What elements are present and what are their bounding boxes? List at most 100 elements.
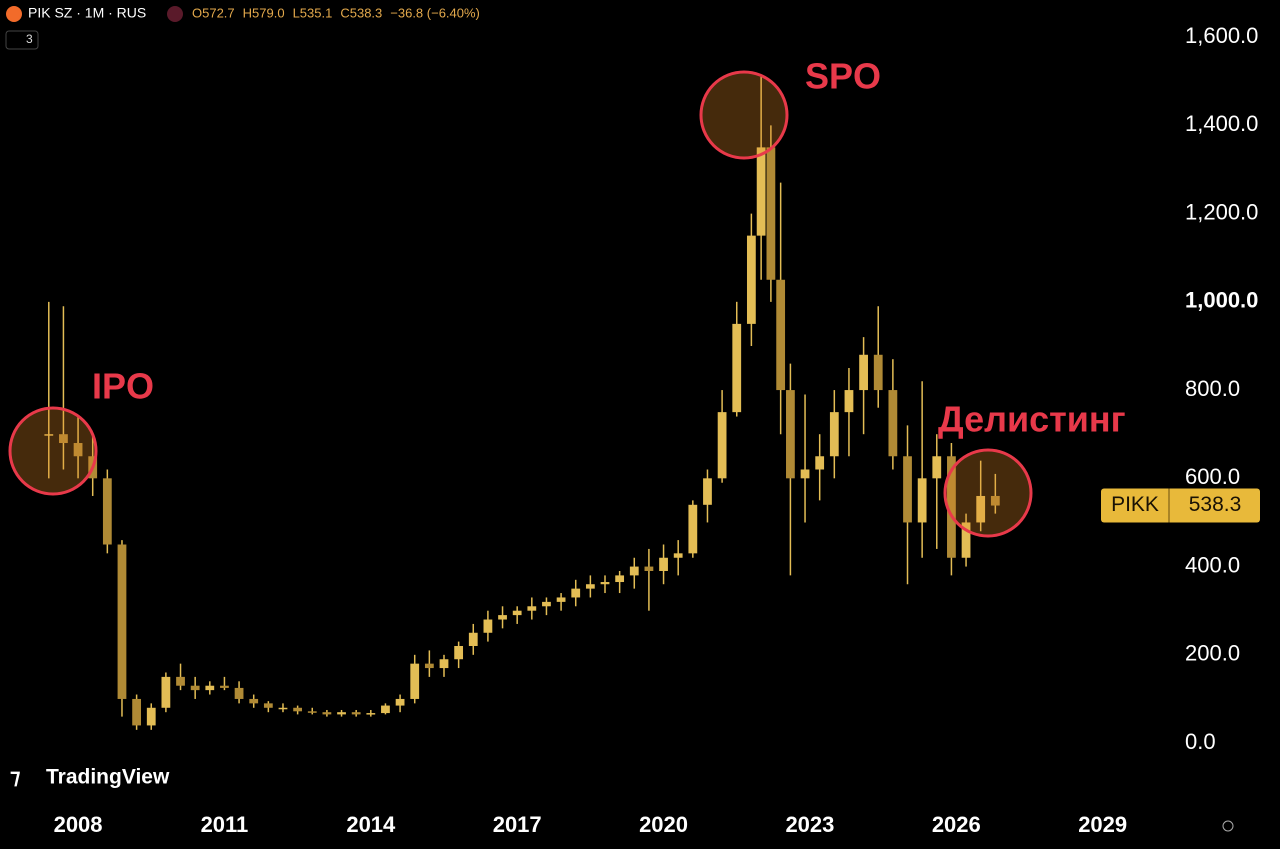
candle-body: [483, 619, 493, 633]
annotation: SPO: [805, 56, 881, 97]
y-tick-label: 1,400.0: [1185, 111, 1258, 136]
ohlc-value: −36.8 (−6.40%): [390, 5, 480, 20]
x-tick-label: 2014: [346, 812, 396, 837]
candle-body: [410, 663, 420, 699]
price-tag-symbol: PIKK: [1111, 493, 1159, 516]
candle-body: [278, 707, 288, 710]
candle-body: [585, 584, 595, 589]
candle-body: [205, 685, 215, 691]
candle-body: [249, 698, 259, 704]
candle-body: [395, 698, 405, 706]
candle-body: [512, 610, 522, 616]
x-tick-label: 2017: [493, 812, 542, 837]
candle-body: [439, 659, 449, 669]
candle-body: [947, 456, 956, 558]
candle-body: [263, 703, 273, 708]
ohlc-value: L535.1: [293, 5, 333, 20]
candle-body: [293, 707, 303, 712]
y-tick-label: 0.0: [1185, 729, 1216, 754]
symbol-icon: [6, 6, 22, 22]
x-tick-label: 2020: [639, 812, 688, 837]
candle-body: [644, 566, 654, 571]
y-tick-label: 800.0: [1185, 376, 1240, 401]
annotation-circle: [699, 70, 789, 160]
annotation: IPO: [92, 366, 154, 407]
y-tick-label: 1,000.0: [1185, 288, 1258, 313]
candle-body: [932, 456, 942, 479]
candle-body: [351, 712, 361, 715]
candle-body: [746, 235, 756, 324]
indicator-icon: [167, 6, 183, 22]
candle-body: [688, 504, 698, 554]
candle-body: [102, 478, 112, 545]
candle-body: [527, 606, 537, 611]
annotation-circle: [8, 406, 98, 496]
ohlc-value: C538.3: [340, 5, 382, 20]
candle-body: [468, 632, 478, 647]
x-tick-label: 2023: [785, 812, 834, 837]
y-tick-label: 600.0: [1185, 464, 1240, 489]
candle-body: [498, 615, 507, 620]
candle-body: [73, 443, 83, 457]
candle-body: [424, 663, 434, 669]
y-tick-label: 400.0: [1185, 552, 1240, 577]
annotation: Делистинг: [938, 399, 1126, 440]
ohlc-value: H579.0: [243, 5, 285, 20]
candle-body: [629, 566, 639, 576]
x-tick-label: 2029: [1078, 812, 1127, 837]
price-tag-value: 538.3: [1189, 493, 1242, 516]
candle-body: [44, 434, 54, 436]
watermark-logo: ⁊: [10, 766, 20, 789]
price-tag: [1101, 488, 1260, 523]
candle-body: [337, 712, 346, 715]
candle-body: [59, 434, 68, 444]
candle-body: [786, 390, 795, 479]
candle-body: [161, 676, 171, 708]
candle-body: [571, 588, 581, 598]
candle-body: [322, 712, 332, 715]
candle-body: [815, 456, 825, 470]
candle-body: [766, 147, 776, 280]
settings-icon[interactable]: [1222, 820, 1234, 832]
candle-body: [800, 469, 810, 479]
candle-body: [615, 575, 625, 583]
candle-body: [732, 323, 742, 413]
candle-body: [903, 456, 912, 523]
candle-body: [454, 646, 464, 660]
candle-body: [117, 544, 127, 699]
candle-body: [829, 412, 839, 457]
candle-body: [556, 597, 566, 602]
candle-body: [703, 478, 712, 505]
candle-body: [976, 495, 986, 523]
candle-body: [659, 557, 668, 571]
candle-body: [717, 412, 727, 479]
candle-body: [132, 698, 142, 726]
y-tick-label: 200.0: [1185, 641, 1240, 666]
candle-body: [873, 354, 883, 391]
candle-body: [176, 676, 185, 686]
candle-body: [234, 687, 244, 699]
candle-body: [990, 495, 1000, 506]
y-tick-label: 1,200.0: [1185, 199, 1258, 224]
candle-body: [600, 582, 610, 585]
candle-body: [917, 478, 927, 523]
x-tick-label: 2026: [932, 812, 981, 837]
candle-body: [888, 390, 898, 457]
candle-body: [190, 685, 200, 691]
symbol: PIK SZ · 1M · RUS: [28, 5, 146, 21]
candle-body: [756, 147, 766, 236]
y-tick-label: 1,600.0: [1185, 23, 1258, 48]
candle-body: [366, 713, 376, 715]
candle-body: [859, 354, 868, 391]
watermark: TradingView: [46, 766, 170, 789]
indicator-count: 3: [26, 32, 33, 46]
candle-body: [220, 685, 229, 688]
x-tick-label: 2008: [54, 812, 103, 837]
indicator-badge[interactable]: [5, 30, 39, 50]
candle-body: [146, 707, 156, 726]
candle-body: [844, 390, 854, 413]
annotation-circle: [943, 448, 1033, 538]
